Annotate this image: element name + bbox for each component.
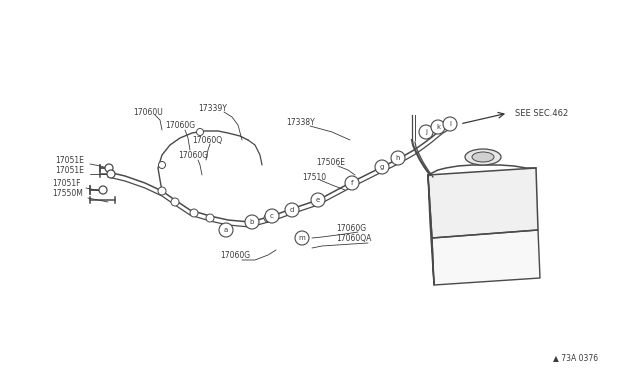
Text: j: j [425, 129, 427, 135]
Polygon shape [432, 230, 540, 285]
Text: 17060Q: 17060Q [192, 135, 222, 144]
Circle shape [391, 151, 405, 165]
Circle shape [190, 209, 198, 217]
Circle shape [105, 164, 113, 172]
Circle shape [196, 128, 204, 135]
Circle shape [159, 161, 166, 169]
Text: l: l [449, 121, 451, 127]
Text: 17339Y: 17339Y [198, 103, 227, 112]
Circle shape [107, 170, 115, 178]
Circle shape [345, 176, 359, 190]
Text: e: e [316, 197, 320, 203]
Text: 17338Y: 17338Y [286, 118, 315, 126]
Text: SEE SEC.462: SEE SEC.462 [515, 109, 568, 118]
Text: 17060G: 17060G [165, 121, 195, 129]
Ellipse shape [465, 149, 501, 165]
Text: 17060U: 17060U [133, 108, 163, 116]
Circle shape [288, 206, 296, 214]
Circle shape [245, 215, 259, 229]
Text: 17060G: 17060G [178, 151, 208, 160]
Circle shape [375, 160, 389, 174]
Circle shape [99, 186, 107, 194]
Circle shape [264, 214, 272, 222]
Ellipse shape [472, 152, 494, 162]
Text: c: c [270, 213, 274, 219]
Circle shape [265, 209, 279, 223]
Circle shape [431, 120, 445, 134]
Text: 17060G: 17060G [336, 224, 366, 232]
Text: h: h [396, 155, 400, 161]
Text: m: m [299, 235, 305, 241]
Polygon shape [428, 168, 538, 238]
Circle shape [219, 223, 233, 237]
Text: 17550M: 17550M [52, 189, 83, 198]
Circle shape [246, 220, 254, 228]
Text: f: f [351, 180, 353, 186]
Circle shape [158, 187, 166, 195]
Text: 17510: 17510 [302, 173, 326, 182]
Text: 17051E: 17051E [55, 155, 84, 164]
Circle shape [285, 203, 299, 217]
Text: ▲ 73A 0376: ▲ 73A 0376 [553, 353, 598, 362]
Text: a: a [224, 227, 228, 233]
Text: g: g [380, 164, 384, 170]
Text: b: b [250, 219, 254, 225]
Text: d: d [290, 207, 294, 213]
Text: 17060QA: 17060QA [336, 234, 371, 243]
Text: 17506E: 17506E [316, 157, 345, 167]
Circle shape [206, 214, 214, 222]
Text: 17060G: 17060G [220, 250, 250, 260]
Text: 17051E: 17051E [55, 166, 84, 174]
Circle shape [443, 117, 457, 131]
Circle shape [171, 198, 179, 206]
Circle shape [419, 125, 433, 139]
Circle shape [311, 193, 325, 207]
Text: k: k [436, 124, 440, 130]
Circle shape [295, 231, 309, 245]
Polygon shape [428, 175, 434, 285]
Text: 17051F: 17051F [52, 179, 81, 187]
